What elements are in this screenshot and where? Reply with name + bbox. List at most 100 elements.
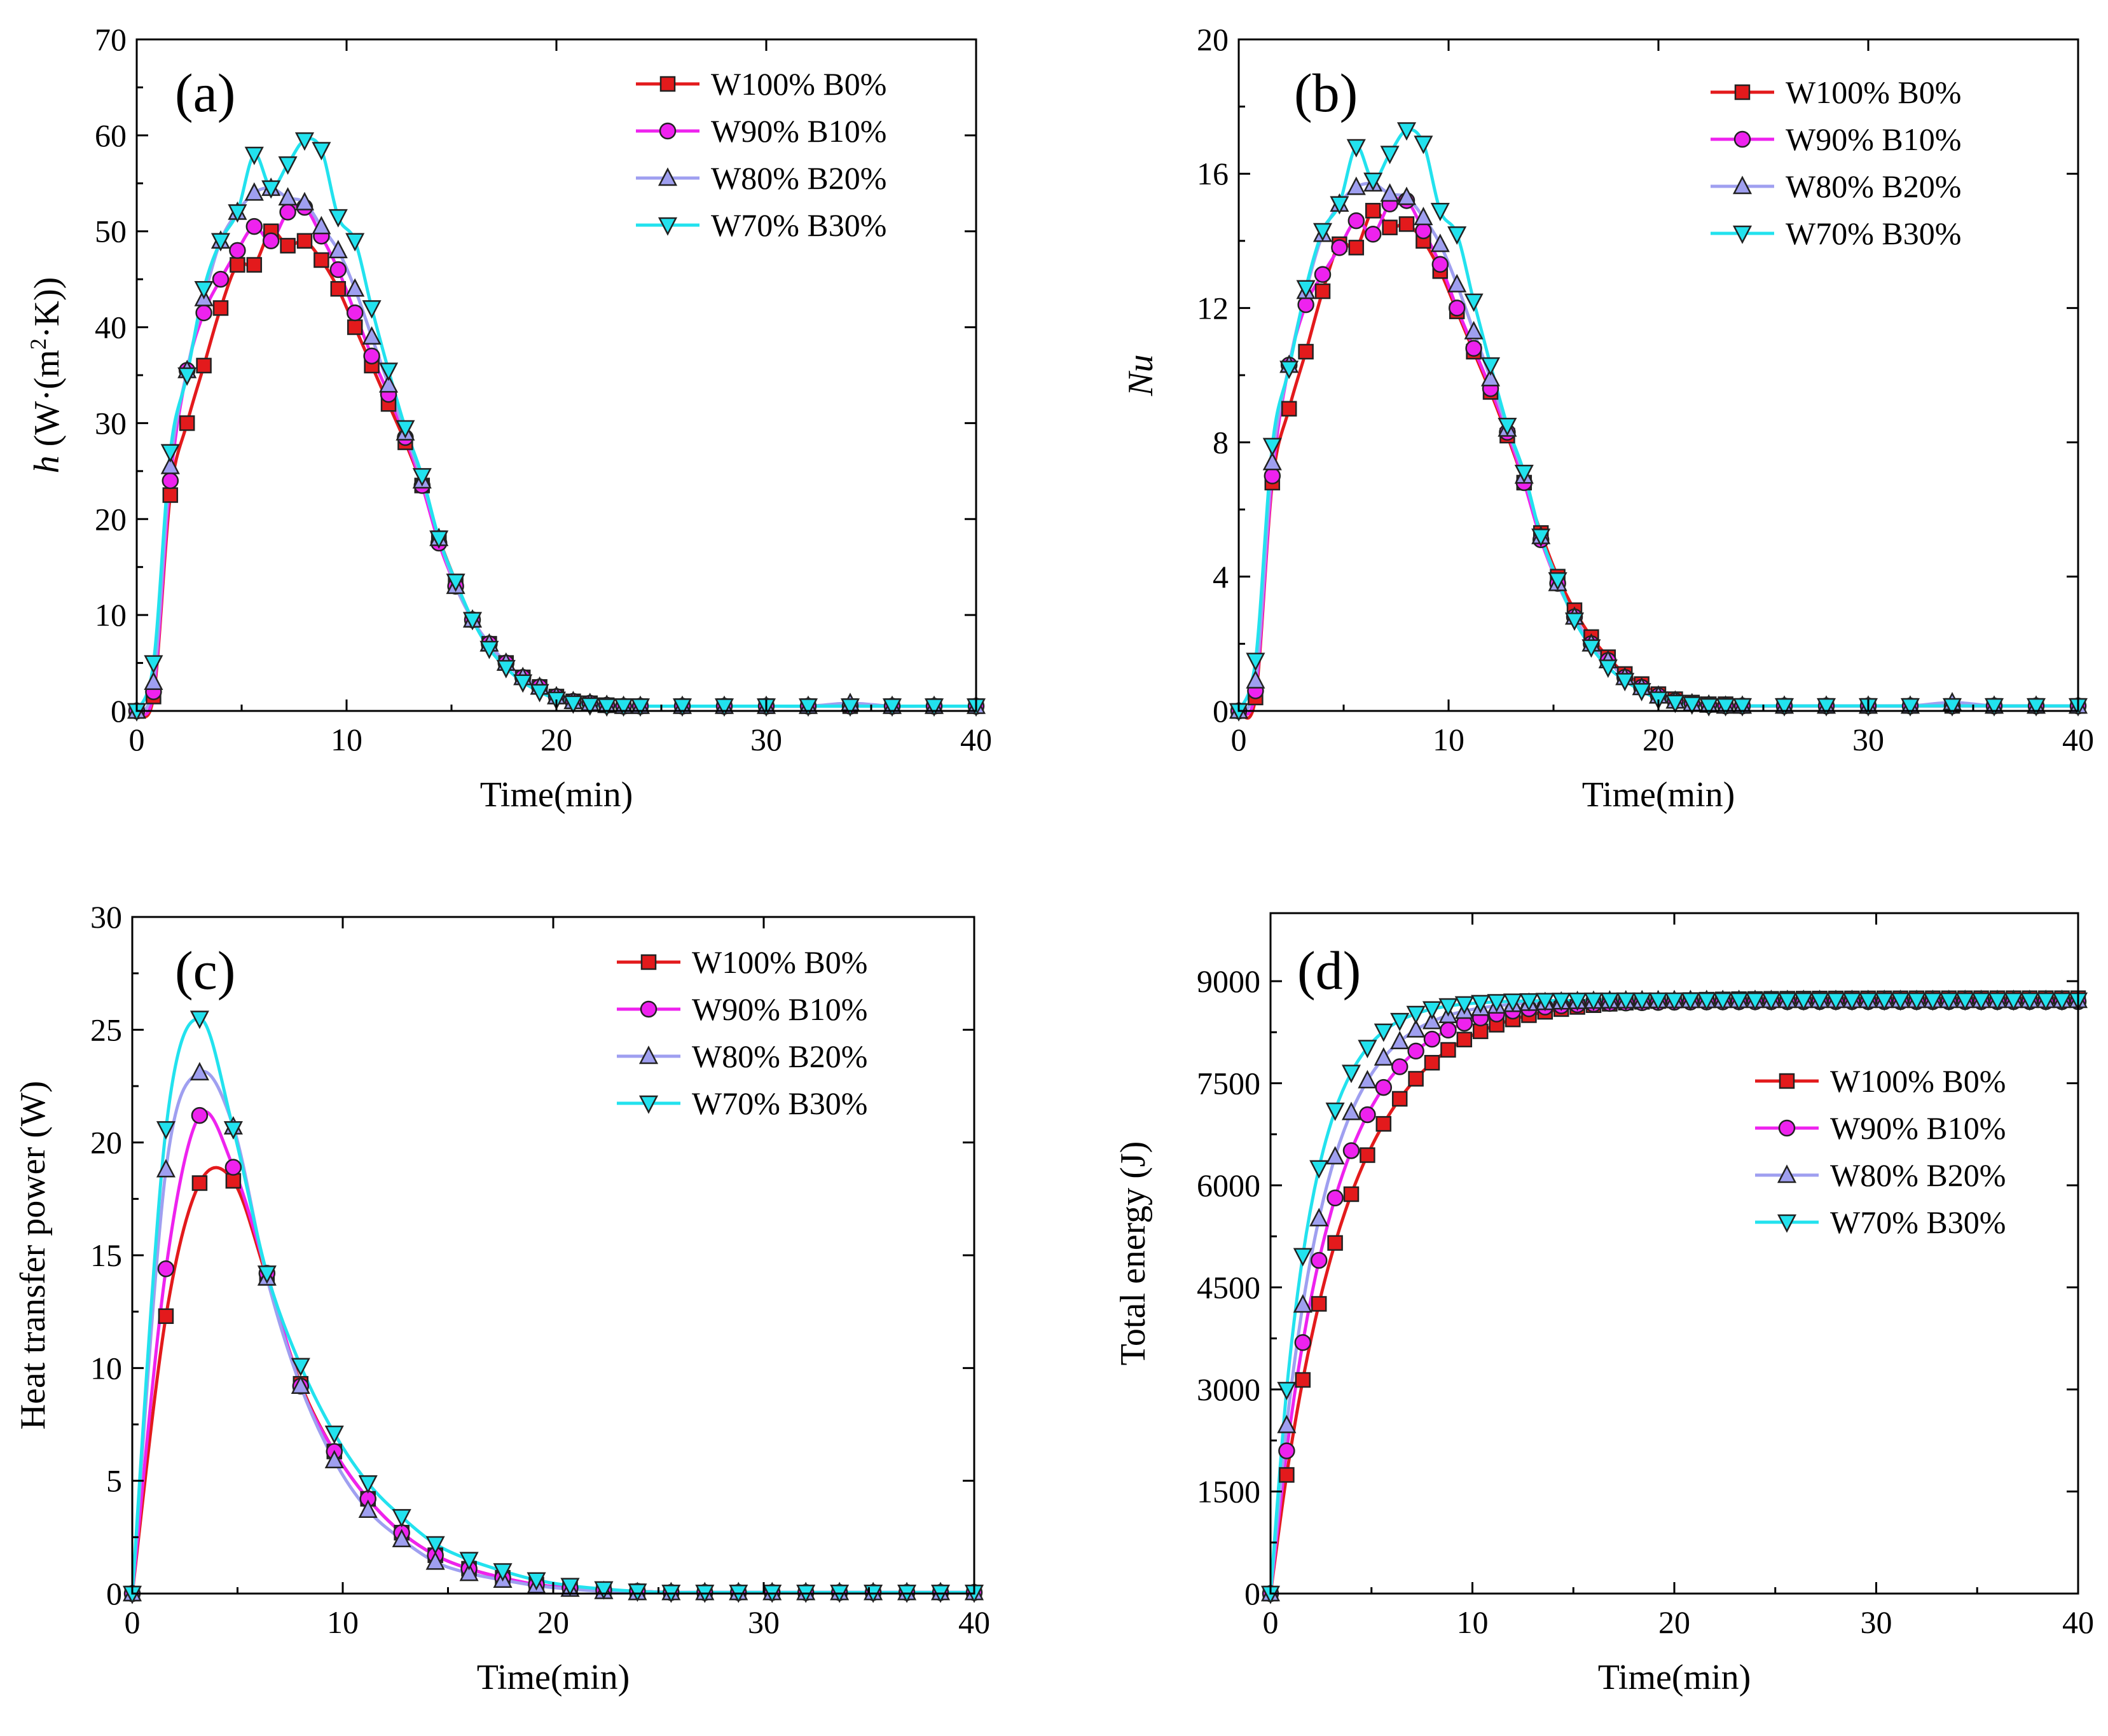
data-point xyxy=(1681,992,1700,1011)
x-tick-label: 30 xyxy=(1861,1604,1892,1640)
data-point xyxy=(1278,1442,1295,1459)
legend-marker xyxy=(658,167,678,186)
data-point xyxy=(362,326,382,345)
y-tick-label: 15 xyxy=(90,1237,122,1273)
data-point xyxy=(223,1121,243,1140)
y-tick-label: 3000 xyxy=(1197,1372,1260,1407)
y-axis-title: h (W·(m2·K)) xyxy=(25,277,67,474)
data-point xyxy=(191,1106,209,1124)
y-tick-label: 6000 xyxy=(1197,1168,1260,1203)
panel-label: (d) xyxy=(1297,940,1361,1001)
data-point xyxy=(1816,698,1836,717)
legend: W100% B0% W90% B10% W80% B20% W70% B30% xyxy=(1711,74,1961,251)
y-tick-label: 10 xyxy=(90,1350,122,1386)
legend-marker xyxy=(658,217,678,236)
x-tick-label: 20 xyxy=(1658,1604,1690,1640)
data-point xyxy=(1464,320,1484,340)
data-point xyxy=(672,698,692,717)
data-point xyxy=(462,612,483,631)
data-point xyxy=(1342,1142,1360,1159)
data-point xyxy=(195,304,212,322)
legend: W100% B0% W90% B10% W80% B20% W70% B30% xyxy=(617,944,867,1121)
data-point xyxy=(1632,992,1652,1011)
y-tick-label: 60 xyxy=(95,118,127,153)
data-point xyxy=(328,209,348,228)
data-point xyxy=(362,300,382,319)
series-line-2 xyxy=(135,203,976,717)
data-point xyxy=(1448,300,1466,317)
data-point xyxy=(278,187,298,206)
data-point xyxy=(156,1121,176,1140)
legend-entry: W90% B10% xyxy=(1786,121,1961,157)
data-point xyxy=(392,1529,411,1548)
y-tick-label: 20 xyxy=(1197,22,1229,57)
data-point xyxy=(630,698,651,717)
data-point xyxy=(1408,1071,1424,1087)
x-tick-label: 30 xyxy=(750,722,782,757)
y-tick-label: 9000 xyxy=(1197,963,1260,999)
data-point xyxy=(324,1450,344,1468)
data-point xyxy=(1277,1414,1297,1433)
data-point xyxy=(396,420,415,439)
data-point xyxy=(1277,1382,1297,1401)
data-point xyxy=(1567,993,1587,1011)
data-point xyxy=(2026,698,2046,717)
data-point xyxy=(1422,1010,1442,1030)
panel-label: (a) xyxy=(175,62,235,123)
data-point xyxy=(429,530,449,549)
data-point xyxy=(1312,223,1333,242)
data-point xyxy=(1407,1042,1424,1060)
data-point xyxy=(1987,992,2008,1011)
data-point xyxy=(446,574,465,593)
data-point xyxy=(614,698,633,717)
data-point xyxy=(312,216,331,235)
data-point xyxy=(158,1308,174,1325)
data-point xyxy=(245,217,263,235)
panel-a: 0 10 20 30 40 0 10 20 30 40 50 60 70 Time(min) h (W·(m… xyxy=(25,22,992,815)
data-point xyxy=(513,674,533,693)
y-tick-label: 5 xyxy=(106,1463,122,1499)
legend-entry: W100% B0% xyxy=(1830,1063,2006,1099)
series-markers xyxy=(1229,122,2088,722)
data-point xyxy=(1391,1091,1408,1107)
data-point xyxy=(1487,994,1506,1013)
data-point xyxy=(1471,995,1491,1014)
data-point xyxy=(1314,266,1332,283)
x-tick-label: 10 xyxy=(331,722,362,757)
data-point xyxy=(1423,1030,1441,1048)
series-line-2 xyxy=(130,1110,974,1594)
data-point xyxy=(1374,1047,1393,1066)
y-axis-title-italic: Nu xyxy=(1121,354,1161,396)
data-point xyxy=(1761,992,1781,1011)
data-point xyxy=(1341,1101,1361,1120)
data-point xyxy=(1310,1251,1328,1269)
series-markers xyxy=(127,132,986,722)
data-point xyxy=(1842,992,1862,1011)
data-point xyxy=(1971,992,1991,1011)
y-axis-title-main: (W·(m xyxy=(27,350,67,455)
legend-entry: W80% B20% xyxy=(1786,169,1961,204)
y-tick-label: 70 xyxy=(95,22,127,57)
data-point xyxy=(2004,992,2023,1011)
data-point xyxy=(2036,992,2056,1011)
data-point xyxy=(1472,1023,1489,1040)
data-point xyxy=(296,233,313,249)
data-point xyxy=(1891,992,1910,1011)
data-point xyxy=(1390,1012,1410,1031)
y-tick-label: 16 xyxy=(1197,156,1229,191)
data-point xyxy=(580,697,600,716)
data-point xyxy=(1309,1208,1329,1227)
data-point xyxy=(628,1583,647,1602)
data-point xyxy=(594,1581,614,1600)
data-point xyxy=(840,698,860,717)
data-point xyxy=(392,1509,411,1528)
data-point xyxy=(1777,992,1797,1011)
series-line-2 xyxy=(1237,196,2078,716)
data-point xyxy=(1281,401,1297,417)
y-tick-label: 30 xyxy=(95,405,127,441)
y-tick-label: 0 xyxy=(106,1576,122,1611)
data-point xyxy=(162,472,179,490)
data-point xyxy=(1406,1019,1426,1038)
data-point xyxy=(330,280,347,297)
data-point xyxy=(1794,992,1814,1011)
